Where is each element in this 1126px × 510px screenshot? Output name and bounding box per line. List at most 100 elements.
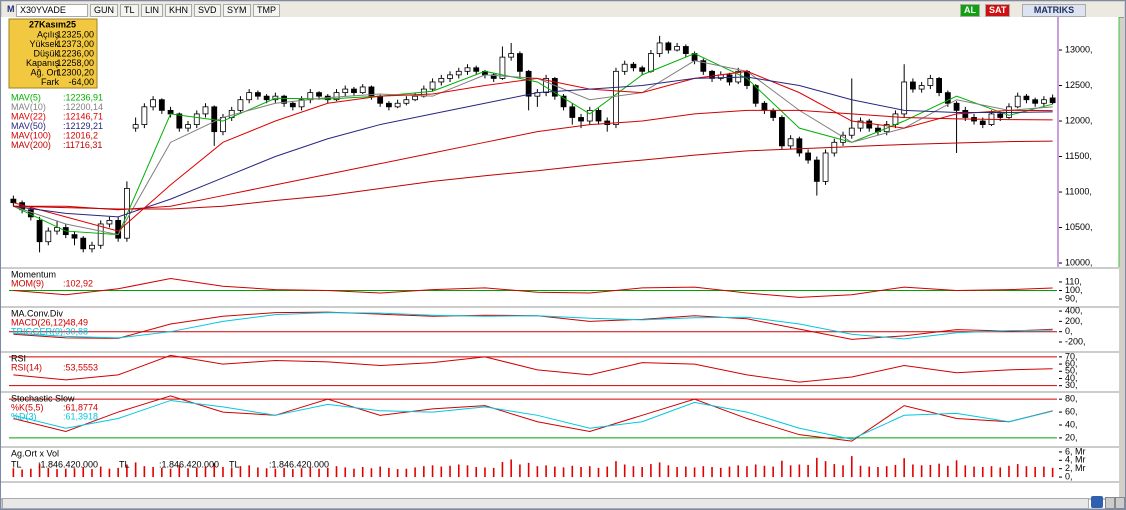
- y-tick-label: 13000,: [1065, 44, 1093, 54]
- candle-body: [665, 42, 672, 51]
- y-tick-label: 200,: [1065, 316, 1083, 326]
- candle-body: [735, 70, 742, 83]
- scrollbar[interactable]: [2, 498, 1089, 509]
- toolbar-button[interactable]: LIN: [141, 4, 164, 17]
- volume-bar: [396, 469, 399, 478]
- info-value: 12236,00: [56, 48, 94, 58]
- y-tick-label: 4, Mr: [1065, 455, 1086, 465]
- legend-name: MACD(26,12): [11, 317, 66, 327]
- volume-bar: [536, 466, 539, 478]
- candle-body: [979, 120, 986, 125]
- volume-bar: [1051, 467, 1054, 478]
- candle-body: [560, 95, 567, 108]
- candle-body: [263, 95, 270, 101]
- sell-button[interactable]: SAT: [985, 4, 1011, 17]
- volume-bar: [571, 465, 574, 478]
- candle-body: [132, 124, 139, 129]
- volume-bar: [126, 464, 128, 478]
- candle-body: [316, 92, 322, 97]
- legend-text: :1.846.420.000: [269, 459, 329, 469]
- candle-body: [726, 74, 733, 83]
- candle-body: [158, 99, 165, 111]
- legend-name: %D(3): [11, 411, 37, 421]
- y-tick-label: 70,: [1065, 351, 1078, 361]
- legend-value: :12129,21: [63, 121, 103, 131]
- info-label: Ağ. Ort: [30, 67, 59, 77]
- volume-bar: [423, 466, 425, 478]
- info-box: [8, 18, 98, 89]
- volume-bar: [816, 457, 818, 478]
- volume-bar: [1008, 465, 1010, 478]
- buy-button[interactable]: AL: [960, 4, 980, 17]
- toolbar-button[interactable]: SYM: [223, 4, 251, 17]
- candle-body: [595, 109, 602, 122]
- panel-title: MA.Conv.Div: [11, 308, 63, 318]
- legend-name: MAV(200): [11, 140, 51, 150]
- candle-body: [403, 99, 410, 104]
- candle-body: [1023, 95, 1030, 101]
- info-value: 12300,20: [56, 67, 94, 77]
- scroll-right[interactable]: [1115, 497, 1125, 509]
- symbol-box[interactable]: X30YVADE: [16, 4, 88, 17]
- candle-body: [359, 86, 366, 94]
- volume-bar: [606, 466, 609, 478]
- volume-bar: [431, 465, 434, 478]
- volume-bar: [178, 465, 181, 478]
- volume-bar: [143, 466, 146, 478]
- candle-body: [202, 106, 209, 115]
- toolbar-button[interactable]: GUN: [90, 4, 118, 17]
- candle-body: [220, 117, 226, 133]
- volume-bar: [213, 463, 216, 478]
- volume-bar: [187, 468, 189, 478]
- volume-bar: [326, 467, 329, 478]
- y-tick-label: 12000,: [1065, 115, 1093, 125]
- candle-body: [141, 106, 148, 125]
- panel-title: Stochastic Slow: [11, 393, 75, 403]
- moving-average: [13, 53, 1053, 236]
- candle-body: [36, 220, 43, 243]
- toolbar-button[interactable]: TL: [120, 4, 139, 17]
- volume-bar: [117, 467, 119, 478]
- legend-value: :48,49: [63, 317, 88, 327]
- volume-bar: [475, 467, 478, 478]
- candle-body: [551, 78, 558, 97]
- volume-bar: [641, 467, 643, 478]
- volume-bar: [1016, 464, 1019, 478]
- y-tick-label: 0,: [1065, 326, 1073, 336]
- candle-body: [630, 63, 637, 69]
- candle-body: [10, 198, 17, 204]
- candle-body: [953, 102, 960, 111]
- volume-bar: [685, 466, 687, 478]
- volume-bar: [973, 466, 975, 478]
- volume-bar: [824, 461, 827, 478]
- volume-bar: [47, 467, 50, 478]
- toolbar-button[interactable]: KHN: [165, 4, 193, 17]
- legend-value: :12146,71: [63, 111, 103, 121]
- legend-name: MOM(9): [11, 278, 44, 288]
- candle-body: [621, 63, 628, 72]
- scroll-button[interactable]: [1091, 496, 1103, 508]
- candle-body: [167, 109, 174, 115]
- volume-bar: [929, 464, 932, 478]
- volume-bar: [38, 463, 41, 478]
- toolbar-button[interactable]: SVD: [194, 4, 221, 17]
- candle-body: [682, 46, 689, 54]
- moving-average: [13, 70, 1053, 232]
- candle-body: [578, 117, 584, 122]
- scroll-left[interactable]: [1105, 497, 1115, 509]
- volume-bar: [894, 464, 897, 478]
- candle-body: [80, 237, 87, 250]
- legend-name: %K(5,5): [11, 402, 44, 412]
- volume-bar: [73, 468, 76, 478]
- candle-body: [796, 138, 803, 154]
- y-tick-label: 11000,: [1065, 186, 1092, 196]
- toolbar-button[interactable]: TMP: [253, 4, 280, 17]
- candle-body: [918, 85, 925, 90]
- volume-bar: [737, 465, 740, 478]
- y-tick-label: 60,: [1065, 406, 1078, 416]
- candle-body: [71, 234, 78, 239]
- candle-body: [385, 102, 392, 108]
- legend-value: :12236,91: [63, 92, 103, 102]
- volume-bar: [859, 465, 862, 478]
- indicator-line: [13, 399, 1053, 440]
